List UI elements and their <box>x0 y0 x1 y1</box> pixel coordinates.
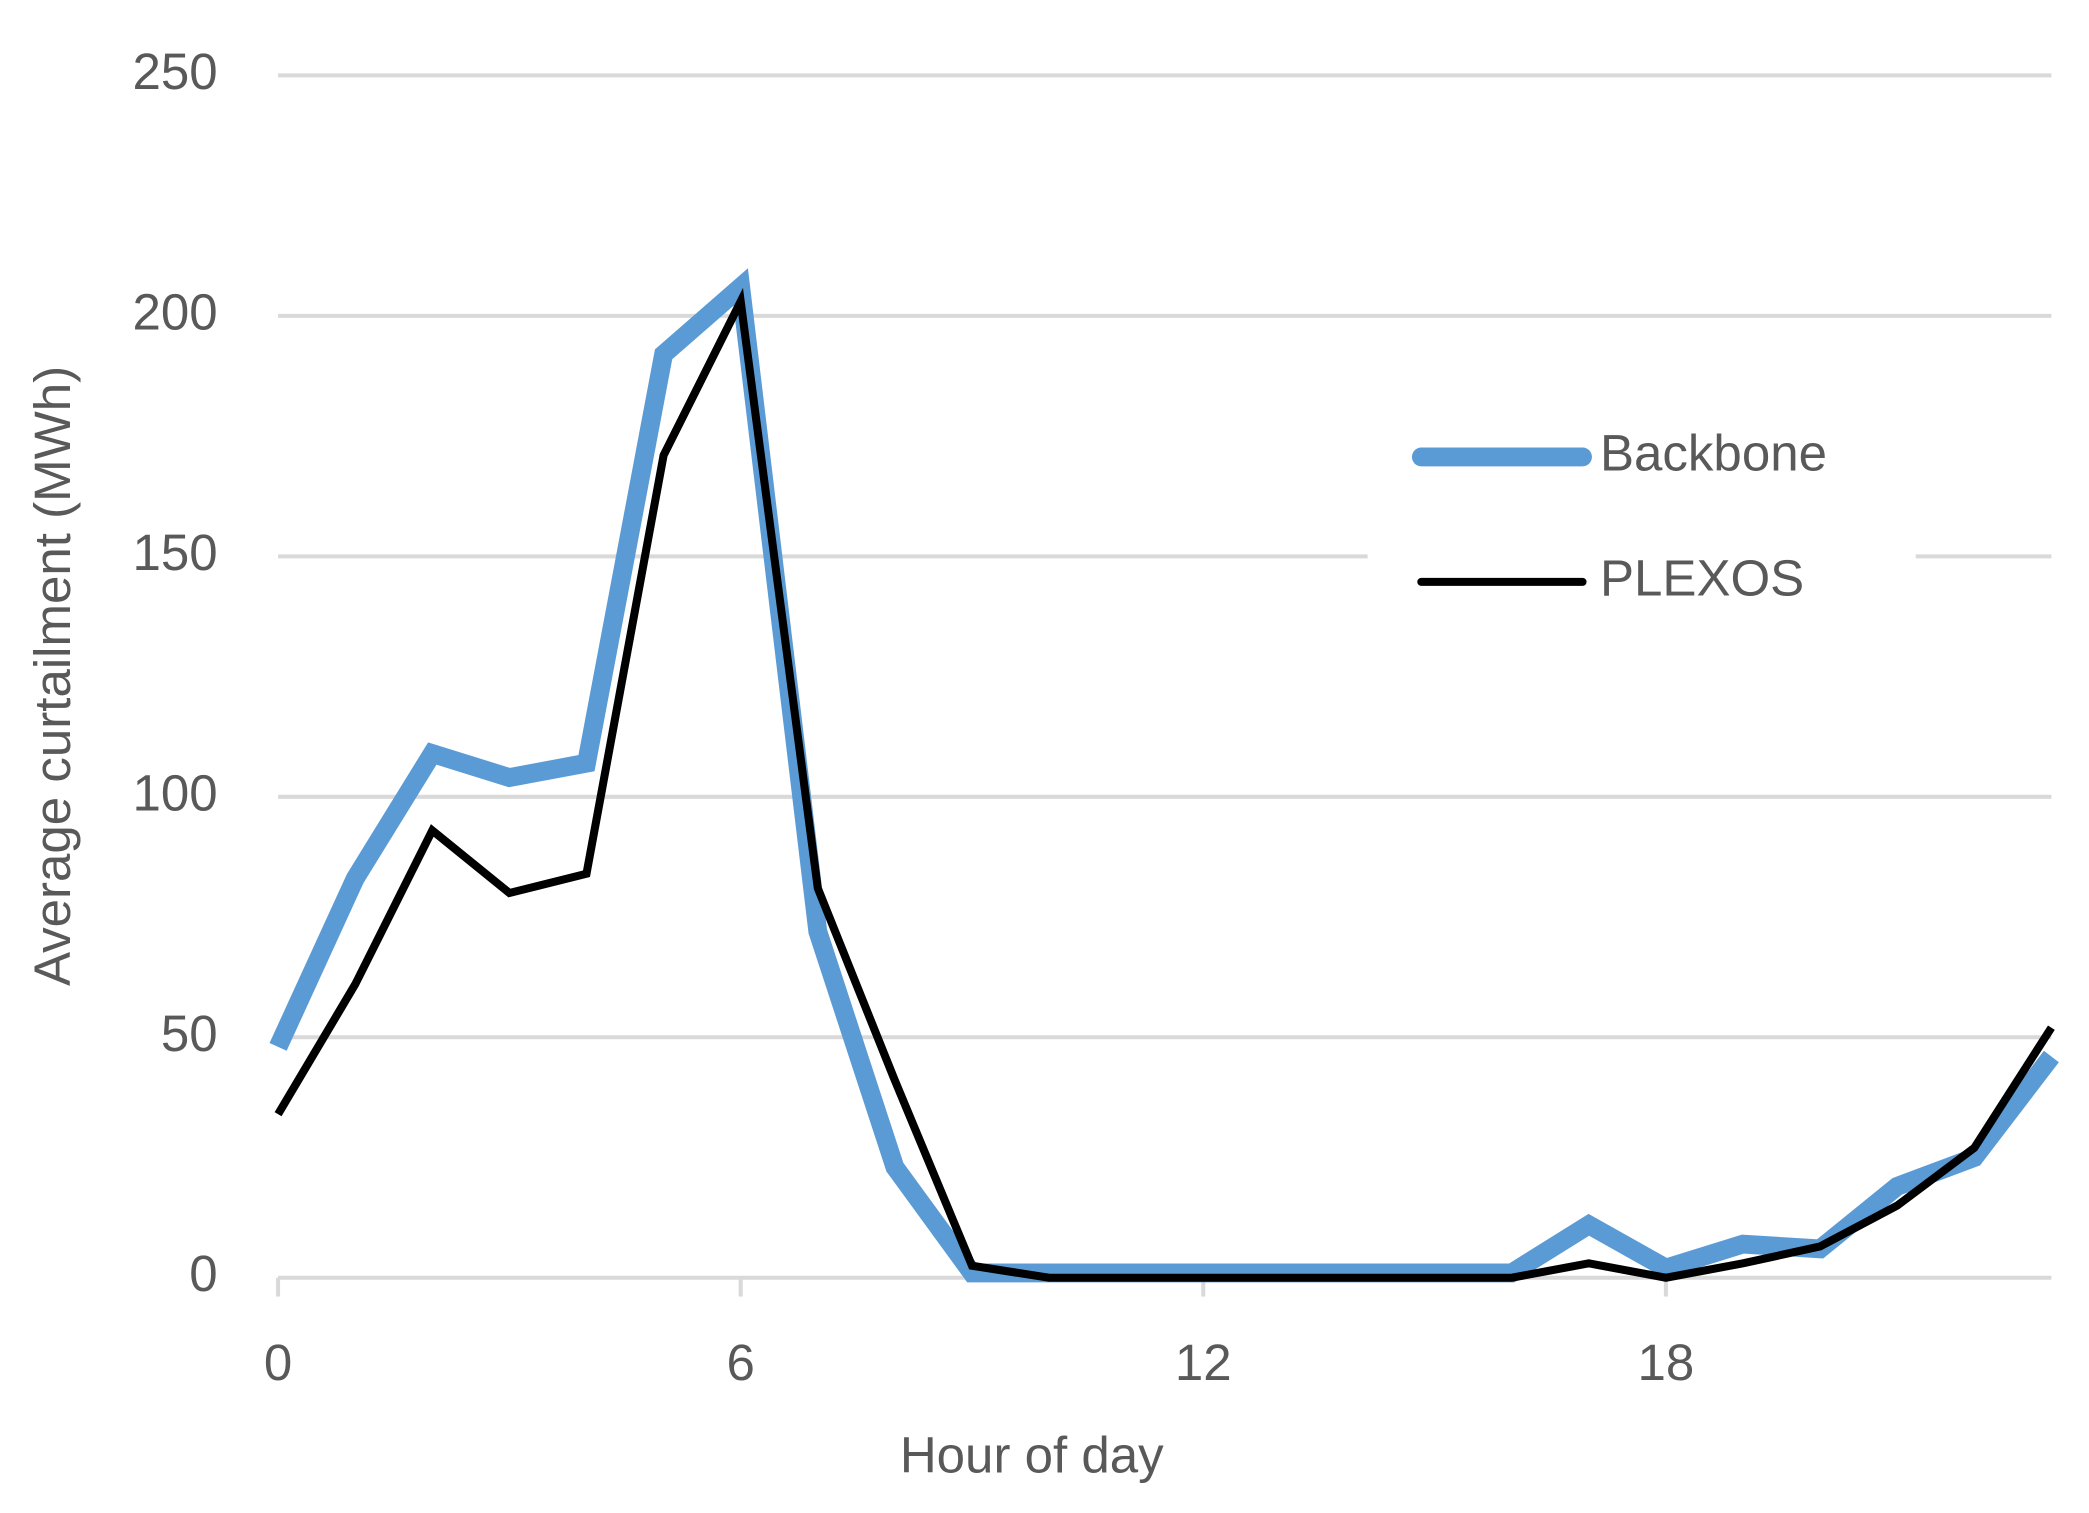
y-tick-label: 100 <box>132 764 217 821</box>
x-tick-label: 12 <box>1175 1334 1232 1391</box>
legend-label: PLEXOS <box>1600 549 1804 606</box>
y-tick-label: 0 <box>189 1245 217 1302</box>
legend-box <box>1367 403 1916 645</box>
legend-label: Backbone <box>1600 424 1827 481</box>
series-line <box>274 287 2055 1282</box>
x-tick-label: 0 <box>264 1334 292 1391</box>
x-axis-label: Hour of day <box>900 1427 1164 1484</box>
y-tick-label: 50 <box>161 1005 218 1062</box>
y-tick-label: 150 <box>132 524 217 581</box>
y-tick-label: 200 <box>132 283 217 340</box>
x-tick-label: 18 <box>1638 1334 1695 1391</box>
y-tick-label: 250 <box>132 43 217 100</box>
x-tick-label: 6 <box>726 1334 754 1391</box>
series-line <box>269 268 2059 1283</box>
y-axis-label: Average curtailment (MWh) <box>24 366 81 986</box>
